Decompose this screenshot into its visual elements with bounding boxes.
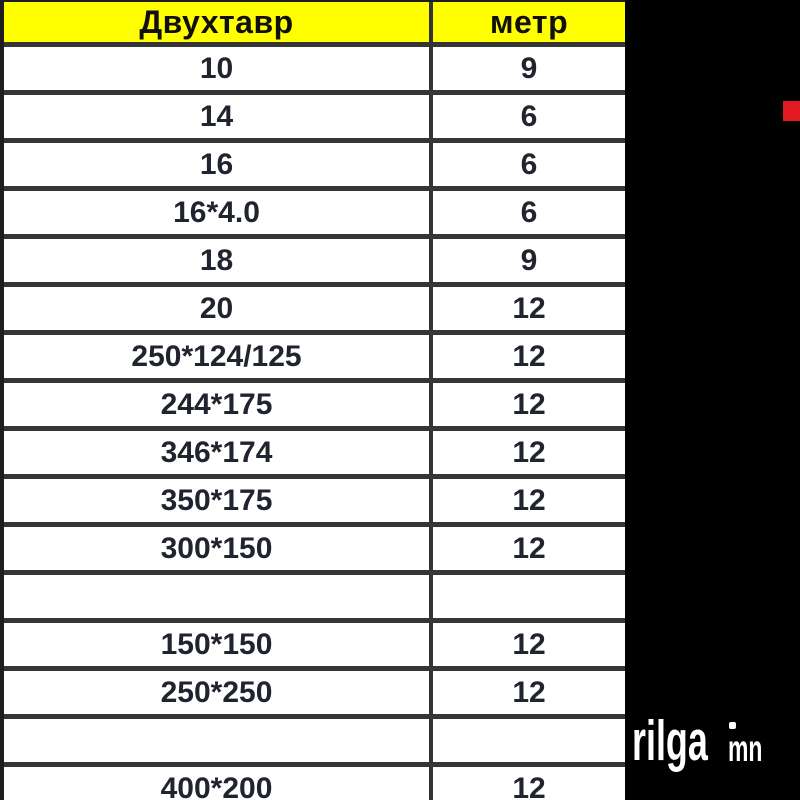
table-row: 16 6 (4, 143, 625, 191)
cell-profile-size: 400*200 (4, 767, 433, 800)
table-row: 20 12 (4, 287, 625, 335)
table-rows-container: 10 9 14 6 16 6 16*4.0 6 18 9 20 12 250*124/125 12 244*… (4, 47, 625, 800)
table-header-row: Двухтавр метр (4, 2, 625, 47)
table-row: 14 6 (4, 95, 625, 143)
table-row (4, 575, 625, 623)
table-row: 16*4.0 6 (4, 191, 625, 239)
red-square-decoration (783, 101, 800, 121)
cell-length-m (433, 575, 625, 618)
cell-profile-size: 250*124/125 (4, 335, 433, 378)
cell-length-m: 12 (512, 675, 546, 709)
cell-profile-size: 346*174 (4, 431, 433, 474)
table-row: 18 9 (4, 239, 625, 287)
table-row (4, 719, 625, 767)
cell-length-m: 12 (512, 771, 546, 800)
header-cell-beam-type: Двухтавр (4, 2, 433, 42)
cell-length-m: 6 (520, 147, 538, 181)
cell-profile-size: 16 (4, 143, 433, 186)
cell-profile-size: 150*150 (4, 623, 433, 666)
watermark-dot-icon (729, 722, 736, 729)
cell-profile-size (4, 719, 433, 762)
cell-length-m: 12 (512, 387, 546, 421)
table-row: 244*175 12 (4, 383, 625, 431)
watermark-text: rilga (632, 709, 708, 773)
table-row: 10 9 (4, 47, 625, 95)
watermark-domain-suffix: mn (728, 728, 763, 769)
table-row: 250*124/125 12 (4, 335, 625, 383)
table-row: 250*250 12 (4, 671, 625, 719)
cell-length-m: 12 (512, 627, 546, 661)
table-row: 300*150 12 (4, 527, 625, 575)
cell-profile-size: 16*4.0 (4, 191, 433, 234)
table-row: 150*150 12 (4, 623, 625, 671)
cell-length-m: 12 (512, 531, 546, 565)
cell-profile-size: 20 (4, 287, 433, 330)
cell-profile-size: 10 (4, 47, 433, 90)
table-row: 400*200 12 (4, 767, 625, 800)
table-row: 346*174 12 (4, 431, 625, 479)
cell-profile-size: 300*150 (4, 527, 433, 570)
cell-profile-size: 350*175 (4, 479, 433, 522)
cell-length-m: 12 (512, 435, 546, 469)
cell-profile-size (4, 575, 433, 618)
cell-profile-size: 244*175 (4, 383, 433, 426)
cell-profile-size: 14 (4, 95, 433, 138)
cell-length-m: 9 (520, 51, 538, 85)
cell-length-m: 6 (520, 195, 538, 229)
cell-length-m: 12 (512, 291, 546, 325)
cell-profile-size: 18 (4, 239, 433, 282)
cell-length-m: 12 (512, 339, 546, 373)
cell-length-m: 6 (520, 99, 538, 133)
table-row: 350*175 12 (4, 479, 625, 527)
cell-length-m (433, 719, 625, 762)
header-cell-meter: метр (489, 3, 569, 40)
cell-profile-size: 250*250 (4, 671, 433, 714)
cell-length-m: 9 (520, 243, 538, 277)
cell-length-m: 12 (512, 483, 546, 517)
price-table: Двухтавр метр 10 9 14 6 16 6 16*4.0 6 18 9 20 12 250… (0, 0, 625, 800)
